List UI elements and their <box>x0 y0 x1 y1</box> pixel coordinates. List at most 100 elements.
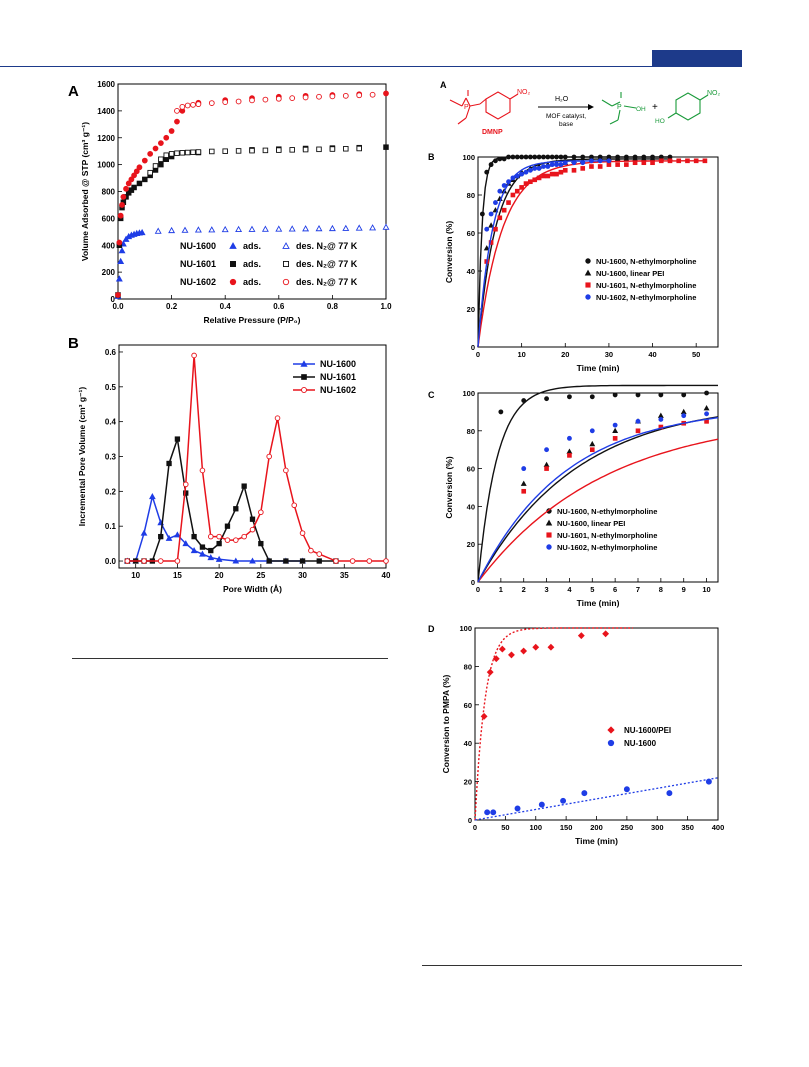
header-tab <box>652 50 742 66</box>
data-point <box>558 154 564 160</box>
x-tick-label: 0.6 <box>273 302 285 311</box>
data-point <box>262 147 269 154</box>
data-point <box>355 224 363 231</box>
data-point <box>693 158 699 164</box>
data-point <box>527 154 533 160</box>
data-point <box>658 392 664 398</box>
data-point <box>316 93 322 100</box>
data-point <box>276 147 282 153</box>
data-point <box>606 162 612 167</box>
data-point <box>199 550 206 557</box>
legend-marker <box>229 261 236 268</box>
data-point <box>549 162 555 168</box>
data-point <box>680 408 687 415</box>
y-tick-label: 60 <box>467 465 475 474</box>
x-tick-label: 9 <box>682 585 686 594</box>
legend-label: NU-1600, N-ethylmorpholine <box>596 257 696 266</box>
data-point <box>612 392 618 398</box>
data-point <box>299 558 306 564</box>
legend-marker <box>584 269 592 276</box>
legend-label: NU-1602 <box>180 277 216 287</box>
y-axis-label: Volume Adsorbed @ STP (cm³ g⁻¹) <box>80 122 90 261</box>
data-point <box>302 225 310 232</box>
legend-marker <box>282 242 290 249</box>
data-point <box>521 488 527 494</box>
data-point <box>521 466 527 472</box>
series-line <box>127 493 303 562</box>
data-point <box>685 158 690 164</box>
y-axis-label: Incremental Pore Volume (cm³ g⁻¹) <box>77 387 87 527</box>
data-point <box>589 447 595 453</box>
series-NU-1601, N-ethylmorpholine <box>477 158 708 348</box>
data-point <box>549 171 555 177</box>
data-point <box>597 164 603 169</box>
y-axis-label: Conversion to PMPA (%) <box>441 674 451 773</box>
legend-ads: ads. <box>243 277 261 287</box>
data-point <box>506 200 511 205</box>
data-point <box>174 558 181 564</box>
legend-label: NU-1602, N-ethylmorpholine <box>557 543 657 552</box>
legend-marker <box>283 261 290 268</box>
data-point <box>248 225 256 232</box>
data-point <box>315 224 323 232</box>
data-point <box>191 352 197 359</box>
data-point <box>299 530 306 536</box>
x-tick-label: 10 <box>517 350 525 359</box>
data-point <box>117 257 125 264</box>
data-point <box>641 160 647 166</box>
data-point <box>369 91 376 98</box>
legend-des: des. N₂@ 77 K <box>296 259 358 269</box>
x-tick-label: 25 <box>256 571 265 580</box>
plot-frame <box>477 156 719 348</box>
data-point <box>179 103 186 110</box>
legend-marker <box>585 258 591 264</box>
x-tick-label: 8 <box>659 585 663 594</box>
data-point <box>258 540 264 547</box>
series-NU-1600, N-ethylmorpholine <box>477 384 718 583</box>
data-point <box>498 645 506 653</box>
data-point <box>235 225 243 233</box>
data-point <box>174 118 180 125</box>
y-tick-label: 0.2 <box>105 487 117 496</box>
legend-label: NU-1601, N-ethylmorpholine <box>596 281 696 290</box>
data-point <box>191 533 197 540</box>
data-point <box>136 164 143 171</box>
legend-marker <box>546 544 552 550</box>
series-line <box>127 438 336 562</box>
data-point <box>356 145 362 152</box>
data-point <box>538 801 545 808</box>
legend-label: NU-1602 <box>320 385 356 395</box>
y-tick-label: 80 <box>467 191 475 200</box>
data-point <box>562 167 568 173</box>
data-point <box>658 158 664 164</box>
data-point <box>328 224 336 232</box>
data-point <box>558 169 564 175</box>
fit-curve <box>474 777 719 821</box>
legend-label: NU-1600 <box>180 241 216 251</box>
data-point <box>554 171 559 177</box>
data-point <box>147 150 154 157</box>
data-point <box>523 154 529 160</box>
data-point <box>274 415 281 421</box>
data-point <box>207 554 215 561</box>
x-tick-label: 30 <box>298 571 307 580</box>
data-point <box>182 481 189 488</box>
x-tick-label: 7 <box>636 585 640 594</box>
x-tick-label: 0.0 <box>112 302 124 311</box>
data-point <box>152 145 159 152</box>
x-tick-label: 1.0 <box>380 302 392 311</box>
data-point <box>333 558 339 564</box>
data-point <box>131 184 137 191</box>
y-tick-label: 0 <box>111 295 116 304</box>
x-tick-label: 10 <box>131 571 140 580</box>
y-tick-label: 100 <box>462 389 475 398</box>
data-point <box>266 453 272 460</box>
data-point <box>195 101 202 108</box>
data-point <box>283 467 289 474</box>
legend-label: NU-1601 <box>320 372 356 382</box>
data-point <box>566 435 572 441</box>
data-point <box>492 655 500 663</box>
data-point <box>241 533 247 540</box>
data-point <box>514 188 520 194</box>
x-tick-label: 6 <box>613 585 617 594</box>
